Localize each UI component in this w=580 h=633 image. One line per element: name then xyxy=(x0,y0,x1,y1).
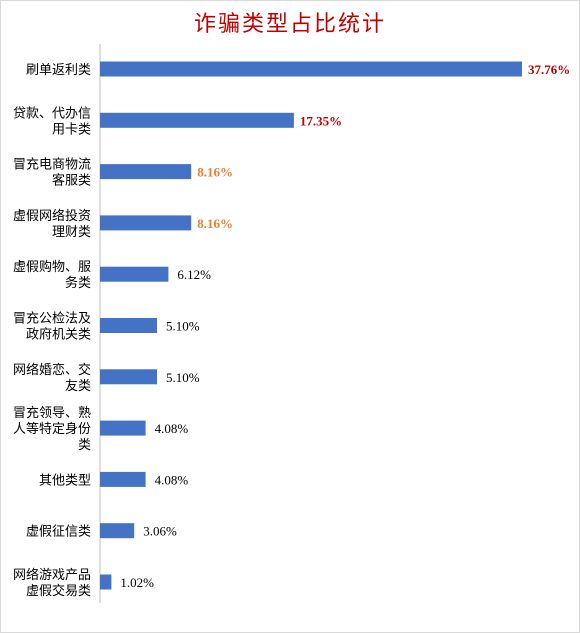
data-label-8: 4.08% xyxy=(155,421,189,436)
bar-11 xyxy=(100,574,112,590)
bar-9 xyxy=(100,471,146,487)
data-label-9: 4.08% xyxy=(155,472,189,487)
category-label-7: 网络婚恋、交友类 xyxy=(13,362,91,394)
category-label-3: 冒充电商物流客服类 xyxy=(13,157,91,189)
category-label-5: 虚假购物、服务类 xyxy=(13,259,91,291)
bar-5 xyxy=(100,266,169,282)
category-label-6: 冒充公检法及政府机关类 xyxy=(13,311,91,343)
bar-8 xyxy=(100,420,146,436)
data-label-4: 8.16% xyxy=(197,216,233,231)
data-label-11: 1.02% xyxy=(120,575,154,590)
data-label-3: 8.16% xyxy=(197,165,233,180)
category-label-8: 冒充领导、熟人等特定身份类 xyxy=(13,405,91,453)
category-label-4: 虚假网络投资理财类 xyxy=(13,208,91,240)
data-label-6: 5.10% xyxy=(166,319,200,334)
chart-title: 诈骗类型占比统计 xyxy=(193,12,386,37)
category-label-10: 虚假征信类 xyxy=(26,525,91,540)
data-label-7: 5.10% xyxy=(166,370,200,385)
bar-1 xyxy=(100,61,522,77)
bar-2 xyxy=(100,112,294,128)
category-label-11: 网络游戏产品虚假交易类 xyxy=(13,567,91,599)
bar-7 xyxy=(100,369,157,385)
bar-6 xyxy=(100,318,157,333)
bar-3 xyxy=(100,164,192,180)
data-label-10: 3.06% xyxy=(143,524,177,539)
data-label-5: 6.12% xyxy=(177,267,211,282)
category-label-9: 其他类型 xyxy=(39,473,91,488)
bar-4 xyxy=(100,215,192,231)
data-label-2: 17.35% xyxy=(300,113,342,128)
category-label-1: 刷单返利类 xyxy=(26,63,91,78)
data-label-1: 37.76% xyxy=(528,62,570,77)
category-label-2: 贷款、代办信用卡类 xyxy=(13,106,91,137)
bar-10 xyxy=(100,523,135,539)
